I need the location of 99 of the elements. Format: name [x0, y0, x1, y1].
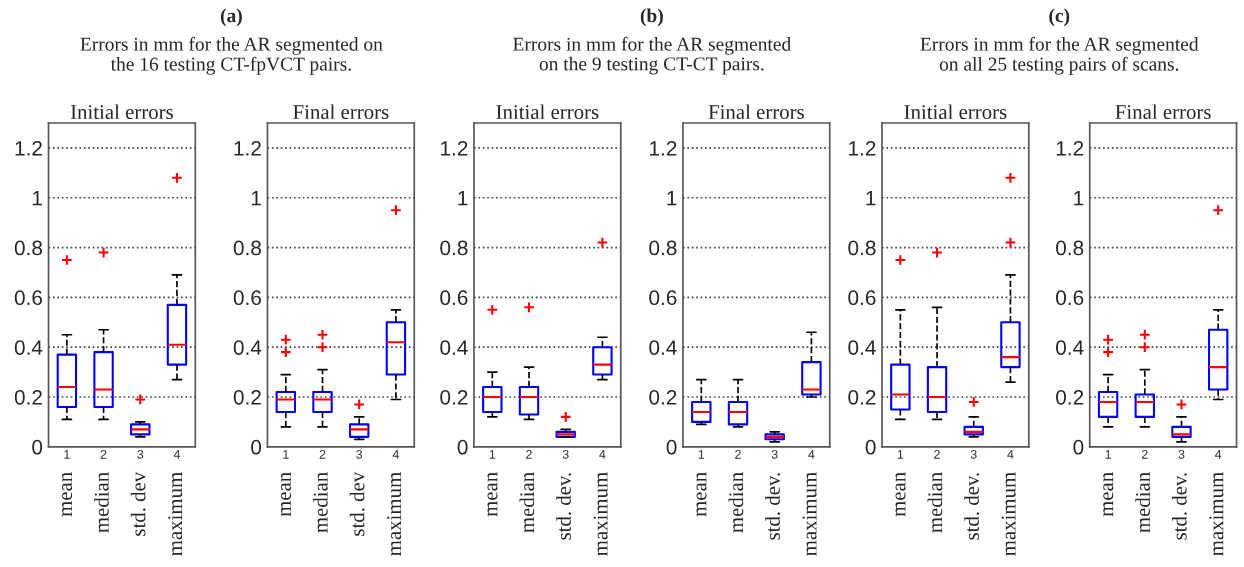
text: mean [895, 472, 906, 517]
y-tick-label: 1 [1074, 190, 1084, 206]
chart-subtitle: (b) Errors in mm for the AR segmented on the 9 testing CT-CT pairs. [513, 8, 791, 75]
y-tick-label: 0.4 [1056, 340, 1084, 355]
y-tick-label: 0.6 [649, 290, 677, 306]
chart-title: Final errors [293, 104, 389, 120]
x-tick-label: 1 [1105, 450, 1111, 459]
y-tick-label: 0.6 [848, 290, 876, 306]
y-tick-label: 0 [666, 439, 677, 455]
x-tick-label: 1 [64, 450, 70, 459]
text: maximum [593, 472, 608, 556]
y-tick-label: 0 [865, 439, 876, 455]
text: mean [696, 472, 707, 517]
y-tick-label: 1.2 [15, 140, 42, 156]
y-tick-label: 0.4 [649, 340, 677, 355]
y-tick-label: 0 [1073, 439, 1084, 455]
chart-title: Final errors [1115, 104, 1211, 120]
y-tick-label: 1.2 [1056, 140, 1084, 156]
x-tick-label: 1 [897, 450, 904, 459]
y-tick-label: 1 [32, 190, 42, 206]
y-tick-label: 1 [458, 190, 468, 206]
text: maximum [387, 472, 402, 556]
text: median [927, 472, 943, 533]
x-tick-label: 1 [698, 450, 705, 459]
y-tick-label: 0.8 [440, 240, 468, 256]
text: maximum [802, 472, 817, 556]
chart-title: Initial errors [496, 104, 599, 120]
y-tick-label: 0 [32, 439, 43, 455]
y-tick-label: 0.4 [233, 340, 262, 355]
y-tick-label: 0.4 [440, 340, 468, 355]
y-tick-label: 0.8 [1056, 240, 1084, 256]
text: median [94, 472, 109, 533]
text: std. dev. [1172, 473, 1187, 540]
text: std. dev. [765, 473, 781, 540]
y-tick-label: 0.2 [440, 389, 468, 405]
y-tick-label: 1.2 [849, 140, 876, 156]
text: std. dev. [556, 473, 572, 540]
text: mean [62, 472, 73, 517]
chart-subtitle: (c) Errors in mm for the AR segmented on all 25 testing pairs of scans. [920, 8, 1199, 75]
y-tick-label: 0.2 [14, 389, 42, 405]
text: mean [281, 472, 292, 517]
y-tick-label: 1.2 [441, 140, 468, 156]
x-tick-label: 3 [356, 449, 363, 459]
y-tick-label: 0 [457, 439, 468, 455]
y-tick-label: 1.2 [650, 140, 677, 156]
x-tick-label: 1 [489, 450, 496, 459]
x-tick-label: 3 [970, 449, 977, 459]
x-tick-label: 3 [771, 449, 778, 459]
text: mean [1103, 472, 1114, 517]
y-tick-label: 0.8 [649, 240, 677, 256]
y-tick-label: 1.2 [234, 140, 261, 156]
x-tick-label: 3 [1178, 449, 1185, 459]
text: mean [487, 472, 498, 517]
y-tick-label: 0.2 [1056, 389, 1084, 405]
x-tick-label: 2 [735, 449, 741, 459]
y-tick-label: 0.4 [14, 340, 43, 355]
x-tick-label: 1 [283, 450, 289, 459]
x-tick-label: 2 [1141, 449, 1148, 459]
y-tick-label: 0.6 [233, 290, 261, 306]
text: median [313, 472, 328, 533]
chart-subtitle: (a) Errors in mm for the AR segmented on the 16 testing CT-fpVCT pairs. [80, 8, 383, 75]
text: median [519, 472, 535, 533]
text: std. dev. [964, 473, 980, 540]
text: median [728, 472, 744, 533]
x-tick-label: 2 [526, 449, 532, 459]
y-tick-label: 1 [251, 190, 261, 206]
y-tick-label: 0.6 [440, 290, 468, 306]
chart-title: Initial errors [70, 104, 173, 120]
text: maximum [1209, 472, 1224, 556]
x-tick-label: 4 [1007, 450, 1014, 459]
text: std. dev [130, 471, 146, 536]
x-tick-label: 4 [173, 450, 181, 459]
y-tick-label: 0.2 [848, 389, 876, 405]
x-tick-label: 2 [100, 449, 107, 459]
x-tick-label: 4 [599, 450, 606, 459]
text: maximum [1001, 472, 1016, 556]
x-tick-label: 4 [808, 450, 815, 459]
y-tick-label: 0 [251, 439, 262, 455]
x-tick-label: 2 [934, 449, 940, 459]
y-tick-label: 1 [667, 190, 677, 206]
y-tick-label: 0.8 [14, 240, 43, 256]
y-tick-label: 0.8 [233, 240, 261, 256]
y-tick-label: 0.2 [649, 389, 677, 405]
y-tick-label: 1 [866, 190, 876, 206]
y-tick-label: 0.8 [848, 240, 876, 256]
y-tick-label: 0.6 [1056, 290, 1084, 306]
chart-title: Initial errors [904, 104, 1007, 120]
y-tick-label: 0.2 [233, 389, 261, 405]
y-tick-label: 0.6 [14, 290, 43, 306]
y-tick-label: 0.4 [848, 340, 876, 355]
text: maximum [168, 472, 183, 556]
x-tick-label: 3 [137, 449, 144, 459]
text: median [1135, 472, 1151, 533]
text: std. dev [349, 471, 365, 536]
x-tick-label: 4 [1215, 450, 1222, 459]
x-tick-label: 3 [562, 449, 569, 459]
chart-title: Final errors [708, 104, 804, 120]
x-tick-label: 2 [319, 449, 326, 459]
x-tick-label: 4 [392, 450, 400, 459]
